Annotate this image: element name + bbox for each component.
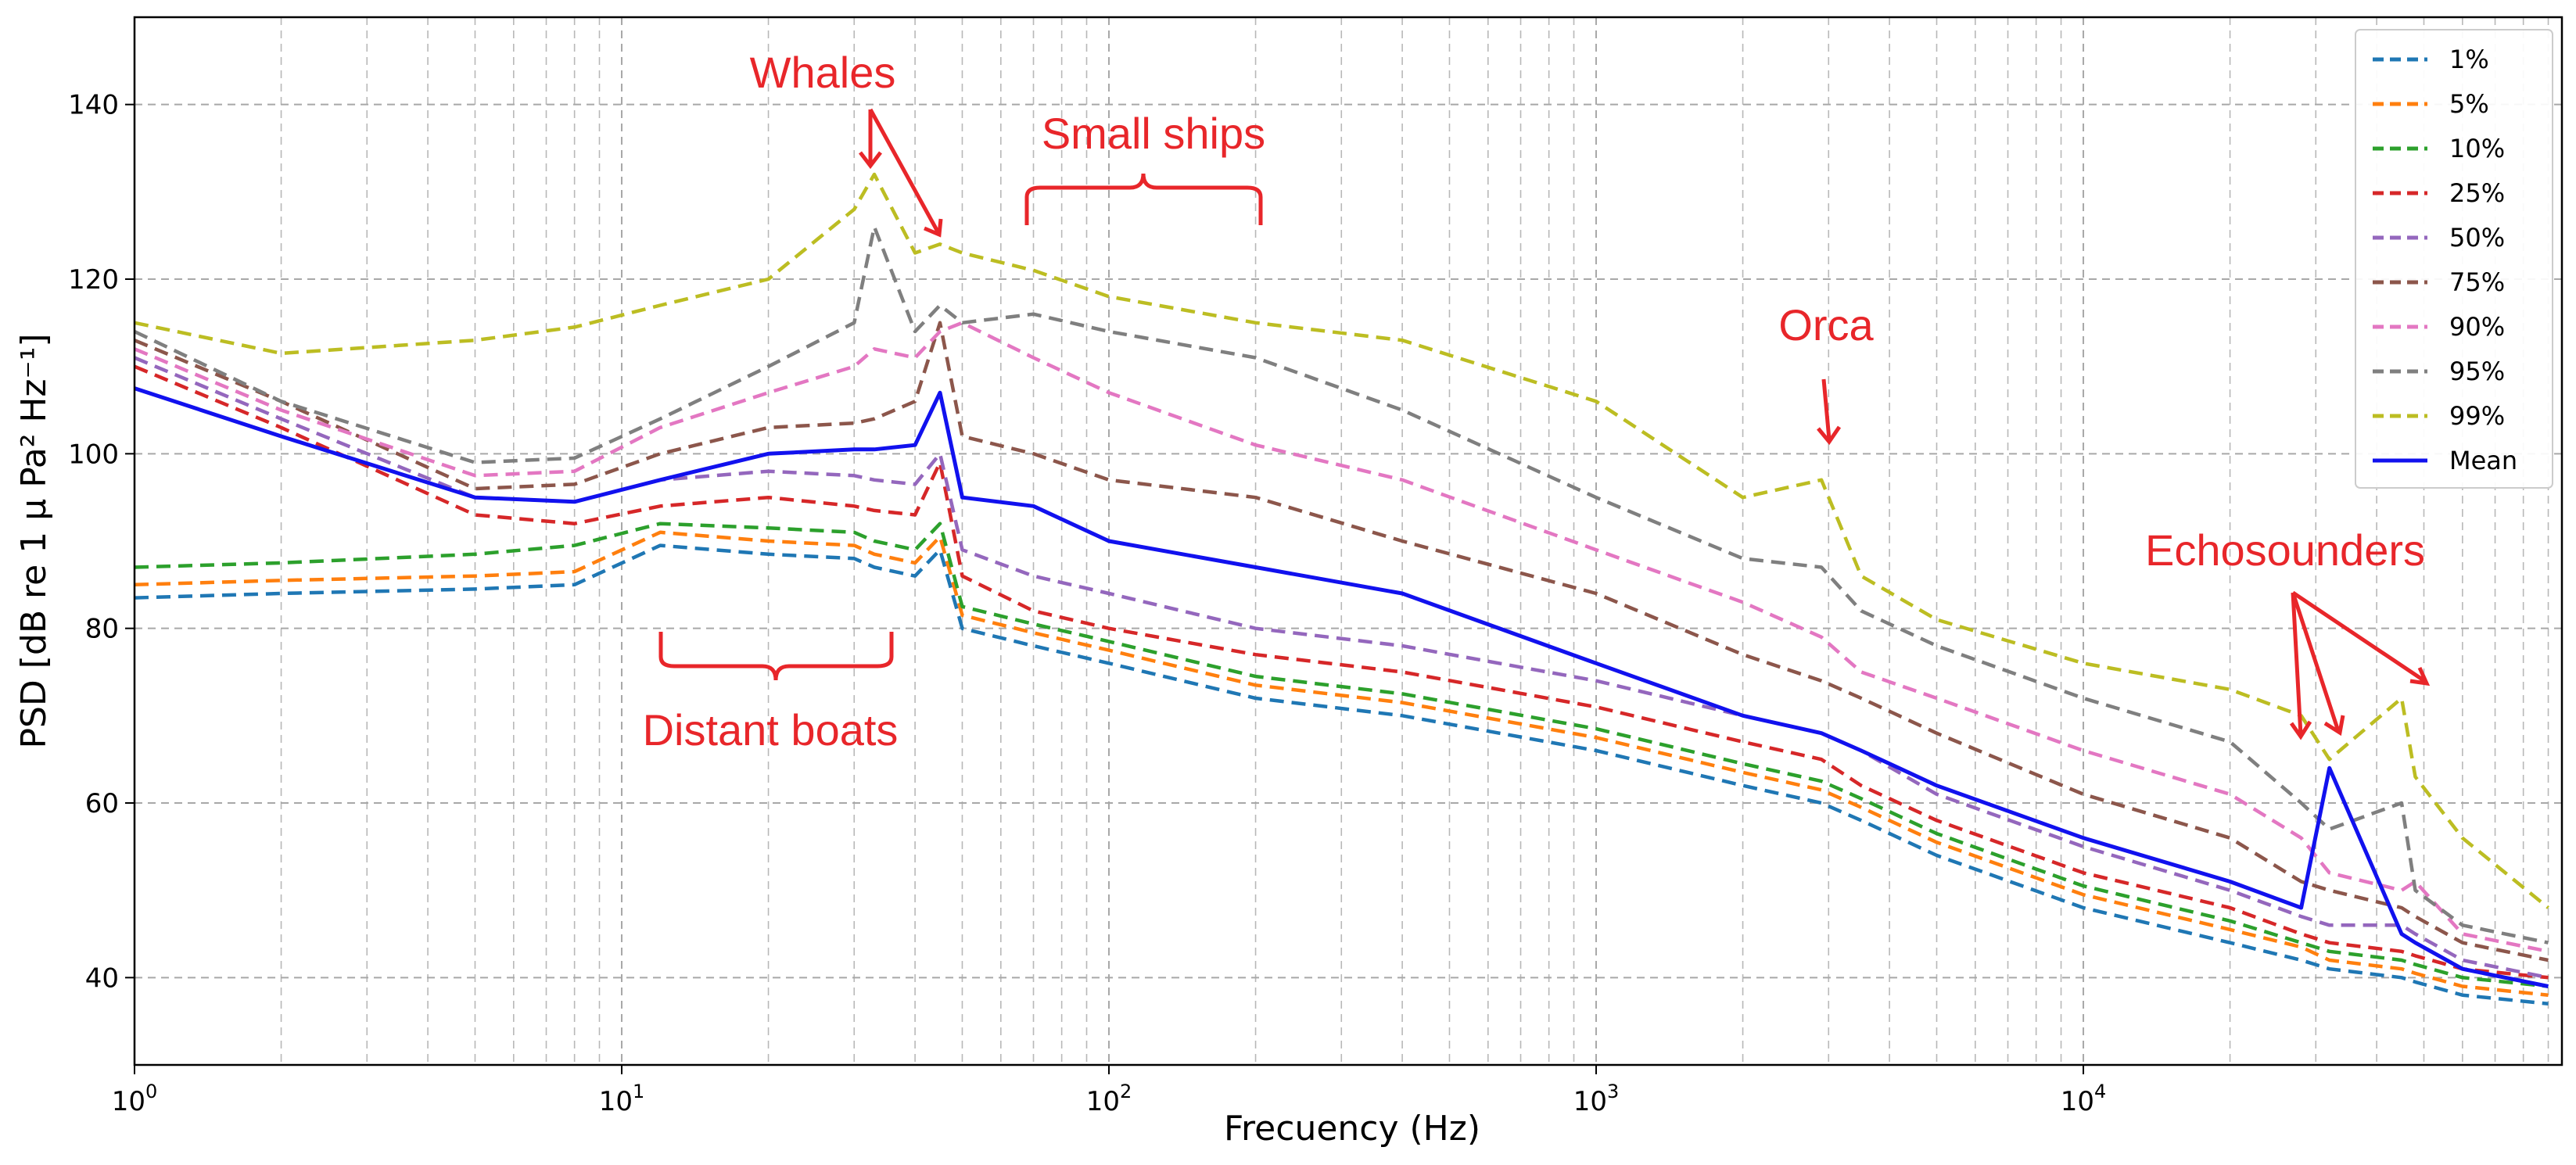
legend-label: 5% xyxy=(2449,89,2489,119)
x-tick-label: 103 xyxy=(1573,1081,1620,1117)
x-tick-label: 100 xyxy=(112,1081,158,1117)
x-tick-label: 104 xyxy=(2061,1081,2107,1117)
y-axis-label: PSD [dB re 1 μ Pa² Hz⁻¹] xyxy=(14,333,54,748)
plot-frame xyxy=(133,16,2563,1066)
series-line-9 xyxy=(134,386,2549,988)
x-tick-label: 101 xyxy=(599,1081,645,1117)
grid-major xyxy=(134,17,2562,1065)
small-ships-brace xyxy=(1024,173,1263,225)
y-tick-label: 120 xyxy=(68,264,119,296)
orca-arrow xyxy=(1817,378,1842,446)
y-tick-label: 60 xyxy=(85,788,119,819)
x-tick-label: 102 xyxy=(1086,1081,1132,1117)
whales-arrow-2 xyxy=(868,108,943,238)
y-tick-label: 140 xyxy=(68,90,119,121)
annotation-labels: Whales Small ships Orca Echosounders Dis… xyxy=(643,48,2425,755)
echosounder-arrow-1 xyxy=(2289,592,2312,740)
annotation-shapes xyxy=(658,108,2431,740)
legend-label: 1% xyxy=(2449,45,2489,74)
series-line-8 xyxy=(134,172,2549,909)
annotation-distant-boats: Distant boats xyxy=(643,705,899,755)
series-layer xyxy=(134,172,2549,1006)
legend-box xyxy=(2355,29,2553,489)
echosounder-arrow-3 xyxy=(2291,590,2431,686)
series-line-0 xyxy=(134,543,2549,1006)
y-tick-label: 80 xyxy=(85,614,119,645)
legend-label: 25% xyxy=(2449,178,2505,208)
series-line-6 xyxy=(134,321,2549,954)
legend-label: Mean xyxy=(2449,446,2517,475)
legend-label: 10% xyxy=(2449,134,2505,163)
legend: 1% 5% 10% 25% 50% 75% 90% 95% 99% Mean xyxy=(2355,29,2553,489)
ticks-layer: 100 101 102 103 104 40 60 80 100 120 140 xyxy=(68,90,2106,1117)
annotation-small-ships: Small ships xyxy=(1042,109,1265,158)
distant-boats-brace xyxy=(658,632,894,681)
echosounder-arrow-2 xyxy=(2291,592,2345,737)
y-tick-label: 100 xyxy=(68,439,119,470)
legend-label: 50% xyxy=(2449,223,2505,253)
legend-label: 99% xyxy=(2449,401,2505,431)
series-line-5 xyxy=(134,321,2549,962)
legend-label: 95% xyxy=(2449,357,2505,386)
annotation-orca: Orca xyxy=(1778,300,1874,350)
whales-arrow-1 xyxy=(859,109,882,170)
legend-label: 90% xyxy=(2449,312,2505,342)
series-line-1 xyxy=(134,530,2549,997)
series-line-7 xyxy=(134,224,2549,945)
series-line-3 xyxy=(134,364,2549,980)
legend-label: 75% xyxy=(2449,267,2505,297)
y-tick-label: 40 xyxy=(85,962,119,994)
annotation-echosounders: Echosounders xyxy=(2145,525,2425,575)
x-axis-label: Frecuency (Hz) xyxy=(1224,1109,1480,1149)
annotation-whales: Whales xyxy=(750,48,896,97)
series-line-2 xyxy=(134,522,2549,988)
